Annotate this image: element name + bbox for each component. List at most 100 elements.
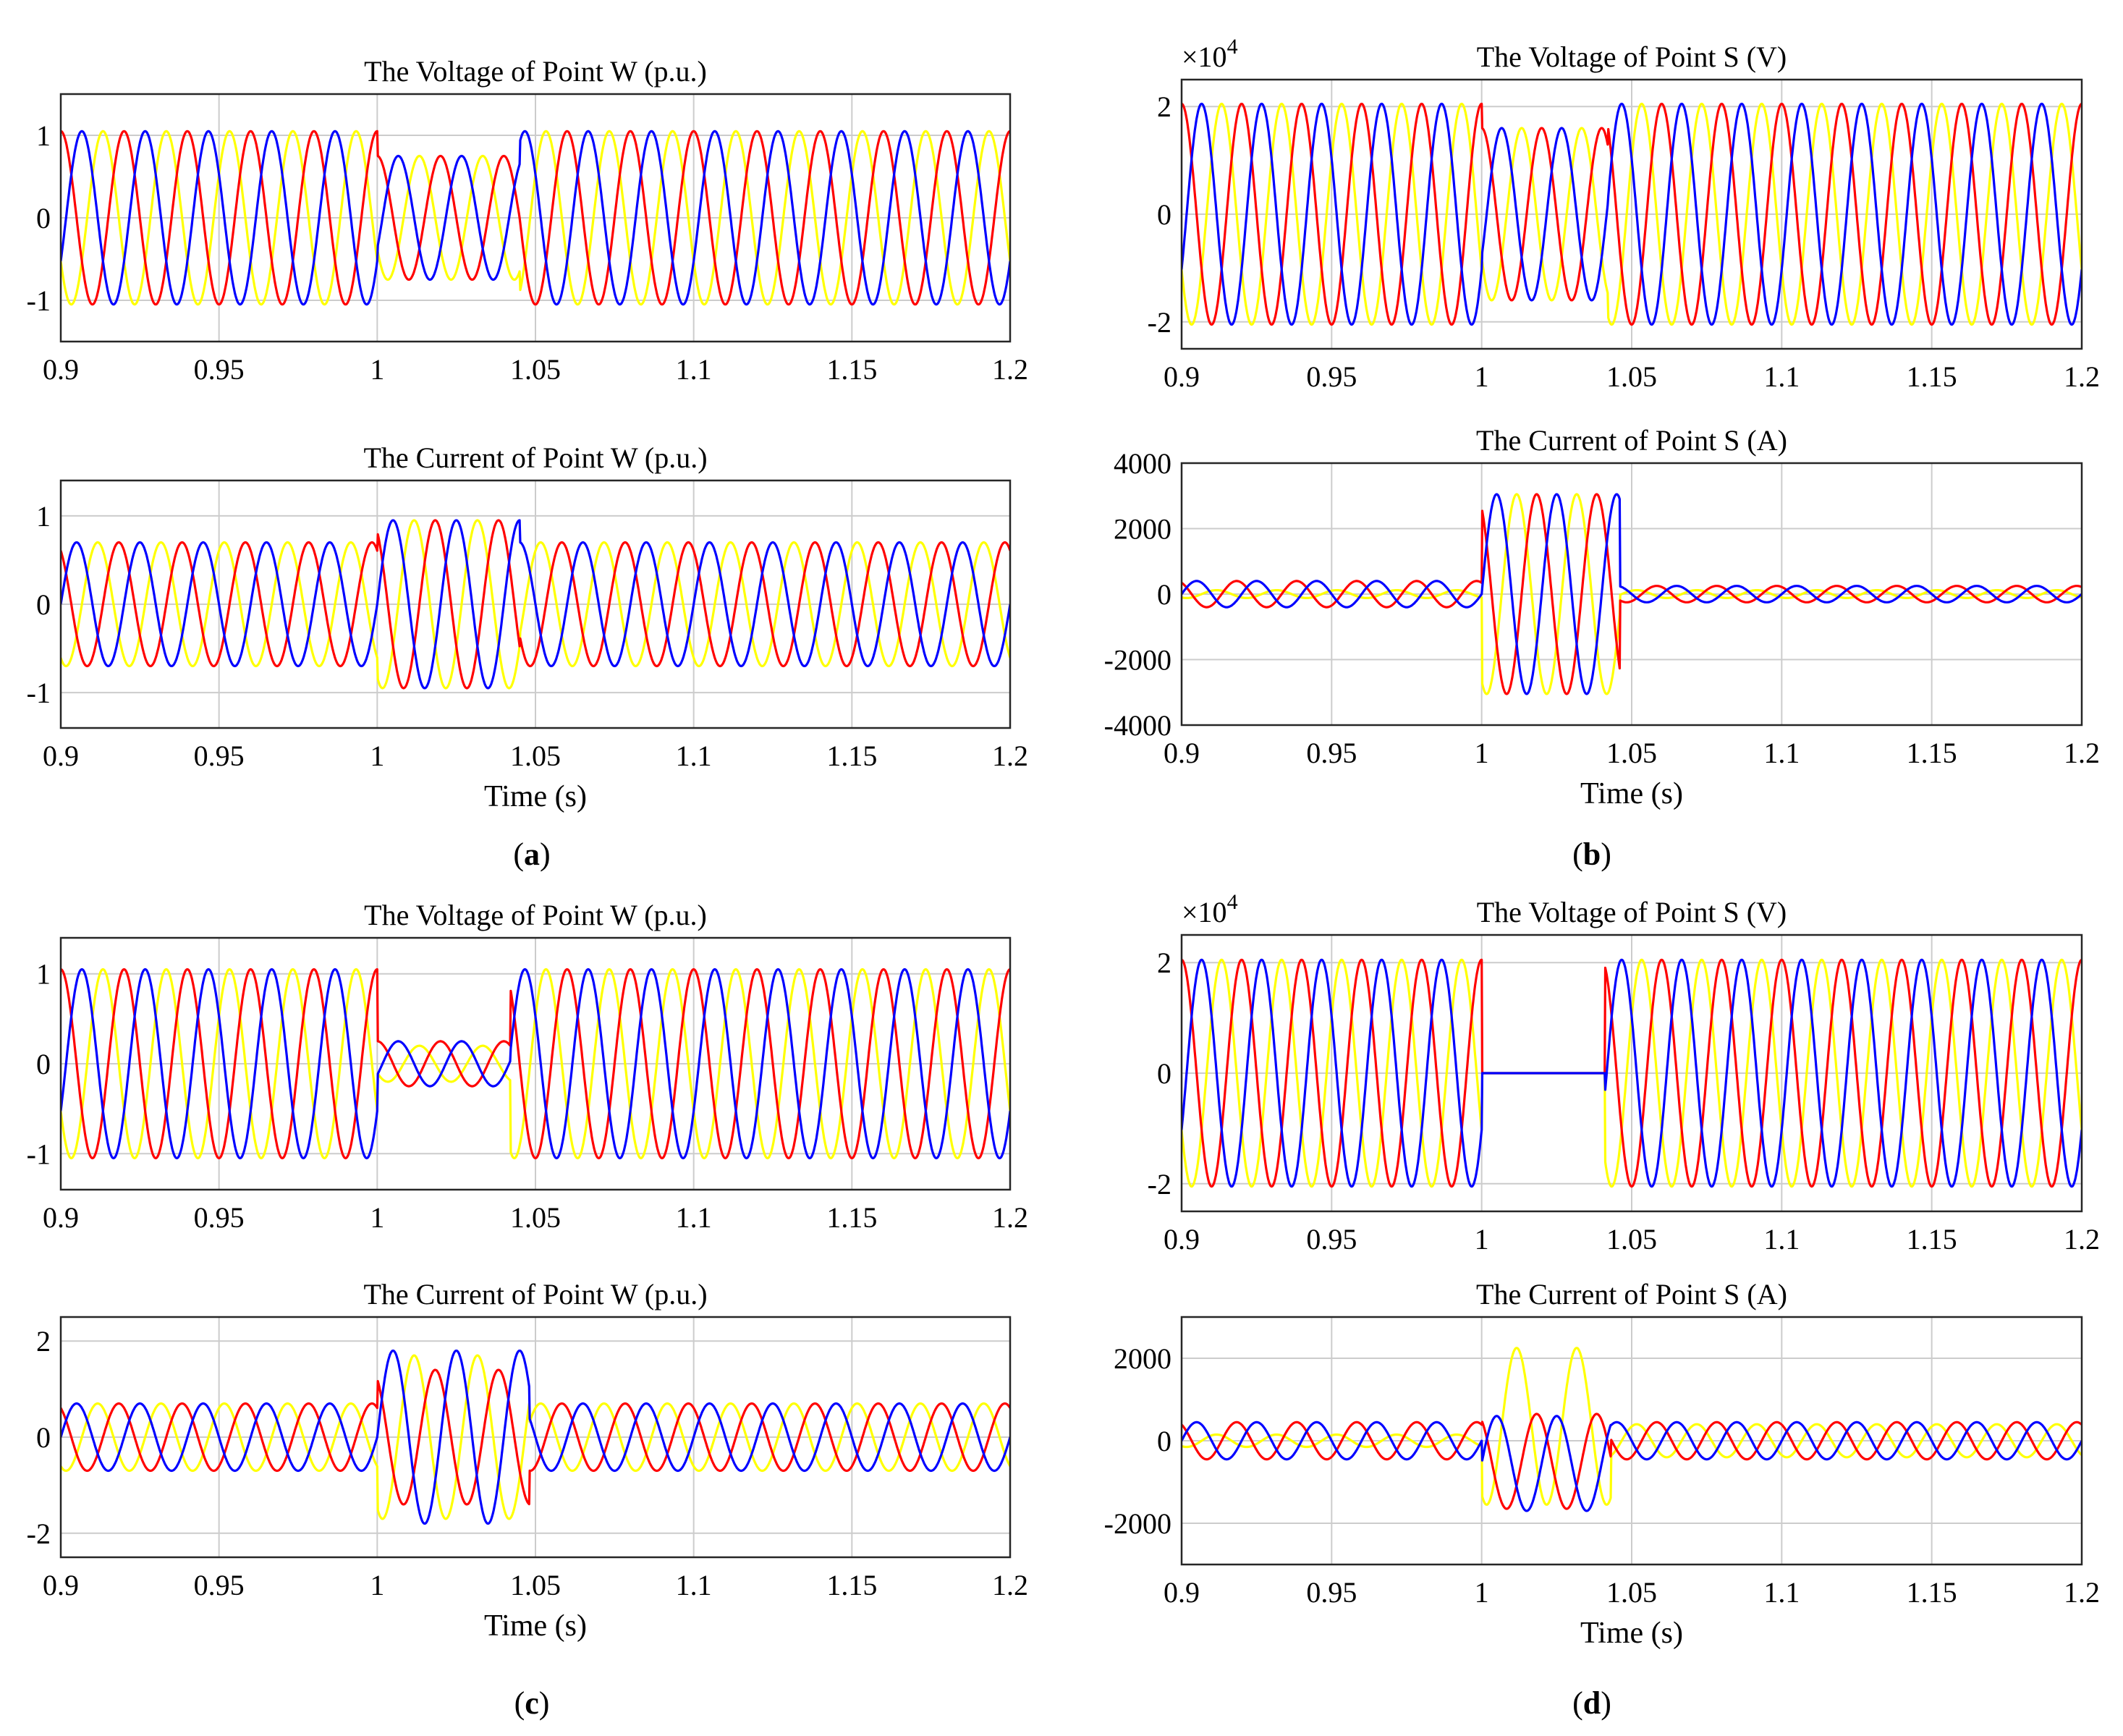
x-tick-label: 0.9 xyxy=(1164,737,1200,769)
series-phase-c xyxy=(61,1349,1010,1525)
series-phase-a xyxy=(1182,1347,2082,1506)
x-tick-label: 0.95 xyxy=(194,1201,245,1234)
x-tick-label: 1.1 xyxy=(676,353,712,386)
y-tick-label: 4000 xyxy=(1114,447,1171,480)
x-tick-label: 0.9 xyxy=(43,1569,79,1601)
series-phase-c xyxy=(61,130,1010,306)
chart-title: The Voltage of Point S (V) xyxy=(1477,41,1787,73)
chart-title: The Current of Point W (p.u.) xyxy=(363,1278,707,1311)
axes-frame xyxy=(1180,462,2083,727)
x-tick-label: 1.2 xyxy=(2064,1576,2100,1609)
x-tick-label: 0.9 xyxy=(1164,360,1200,393)
x-tick-label: 1.2 xyxy=(992,353,1028,386)
axis-multiplier: ×104 xyxy=(1182,890,1238,928)
x-axis-label: Time (s) xyxy=(484,1609,587,1643)
caption-c: (c) xyxy=(514,1685,550,1721)
series-phase-b xyxy=(1182,493,2082,695)
axes-frame xyxy=(59,936,1012,1191)
caption-a: (a) xyxy=(513,837,550,872)
y-tick-label: -1 xyxy=(27,677,51,709)
x-axis-label: Time (s) xyxy=(1580,777,1683,810)
chart-title: The Current of Point S (A) xyxy=(1476,1278,1787,1311)
chart-d-voltage: 0.9 0.95 1 1.05 1.1 1.15 1.2 -2 0 2 The Voltage of… xyxy=(1148,890,2100,1256)
series-phase-a xyxy=(1182,493,2082,695)
x-tick-label: 0.95 xyxy=(1306,737,1357,769)
x-tick-label: 1.05 xyxy=(510,740,561,772)
y-tick-label: 0 xyxy=(1157,1057,1171,1090)
x-axis-label: Time (s) xyxy=(1580,1617,1683,1650)
series-group xyxy=(1182,493,2082,695)
x-tick-label: 1.1 xyxy=(676,1201,712,1234)
plots-layer: 0.9 0.95 1 1.05 1.1 1.15 1.2 -1 0 1 The Voltage of… xyxy=(27,35,2100,1650)
x-tick-label: 1.15 xyxy=(1907,737,1957,769)
y-tick-label: -4000 xyxy=(1104,709,1171,742)
x-tick-label: 0.9 xyxy=(43,353,79,386)
x-tick-label: 1.05 xyxy=(510,353,561,386)
chart-c-voltage: 0.9 0.95 1 1.05 1.1 1.15 1.2 -1 0 1 The Voltage of… xyxy=(27,899,1028,1234)
y-tick-label: 1 xyxy=(36,500,51,533)
y-tick-label: 2000 xyxy=(1114,513,1171,546)
y-tick-label: 2000 xyxy=(1114,1342,1171,1375)
chart-title: The Current of Point W (p.u.) xyxy=(363,441,707,474)
x-tick-label: 0.95 xyxy=(194,1569,245,1601)
series-phase-a xyxy=(61,1354,1010,1520)
chart-a-voltage: 0.9 0.95 1 1.05 1.1 1.15 1.2 -1 0 1 The Voltage of… xyxy=(27,55,1028,386)
series-group xyxy=(1182,102,2082,326)
series-group xyxy=(61,519,1010,690)
y-tick-label: 0 xyxy=(36,1421,51,1454)
x-tick-label: 0.95 xyxy=(1306,1576,1357,1609)
y-tick-label: 2 xyxy=(1157,947,1171,979)
x-tick-label: 0.95 xyxy=(1306,1223,1357,1256)
series-phase-b xyxy=(61,1368,1010,1506)
chart-title: The Current of Point S (A) xyxy=(1476,424,1787,457)
y-tick-label: 1 xyxy=(36,119,51,152)
series-phase-c xyxy=(61,519,1010,690)
series-phase-b xyxy=(61,519,1010,690)
y-tick-label: 0 xyxy=(36,1048,51,1080)
x-tick-label: 1 xyxy=(1475,360,1489,393)
y-tick-label: 0 xyxy=(1157,198,1171,231)
x-tick-label: 1.1 xyxy=(1763,1576,1800,1609)
y-tick-label: 2 xyxy=(36,1325,51,1358)
x-tick-label: 1.05 xyxy=(1606,737,1657,769)
series-phase-b xyxy=(1182,958,2082,1188)
x-tick-label: 1.15 xyxy=(1907,1223,1957,1256)
x-tick-label: 0.9 xyxy=(1164,1223,1200,1256)
series-phase-c xyxy=(1182,102,2082,326)
y-tick-label: -2000 xyxy=(1104,644,1171,677)
x-tick-label: 1 xyxy=(1475,1223,1489,1256)
caption-b: (b) xyxy=(1572,837,1611,872)
chart-c-current: 0.9 0.95 1 1.05 1.1 1.15 1.2 -2 0 2 The Current of… xyxy=(27,1278,1028,1643)
x-tick-label: 1.15 xyxy=(826,353,877,386)
chart-d-current: 0.9 0.95 1 1.05 1.1 1.15 1.2 -2000 0 2000 The Curr… xyxy=(1104,1278,2100,1650)
x-tick-label: 1.15 xyxy=(826,1569,877,1601)
x-tick-label: 1.05 xyxy=(510,1201,561,1234)
y-tick-label: -2000 xyxy=(1104,1507,1171,1540)
x-tick-label: 1 xyxy=(370,1201,384,1234)
x-tick-label: 0.9 xyxy=(1164,1576,1200,1609)
series-phase-c xyxy=(1182,1415,2082,1512)
x-tick-label: 1.15 xyxy=(826,740,877,772)
axis-multiplier: ×104 xyxy=(1182,35,1238,73)
x-tick-label: 1.15 xyxy=(1907,1576,1957,1609)
y-tick-label: 0 xyxy=(1157,578,1171,611)
axes-frame xyxy=(1180,78,2083,350)
series-phase-c xyxy=(1182,493,2082,695)
x-tick-label: 1.05 xyxy=(1606,1223,1657,1256)
x-tick-label: 1.2 xyxy=(992,1201,1028,1234)
x-tick-label: 1 xyxy=(1475,737,1489,769)
chart-a-current: 0.9 0.95 1 1.05 1.1 1.15 1.2 -1 0 1 The Current of… xyxy=(27,441,1028,813)
series-phase-b xyxy=(1182,102,2082,326)
y-tick-label: -1 xyxy=(27,284,51,317)
y-tick-label: -2 xyxy=(1148,306,1171,339)
y-tick-label: 1 xyxy=(36,958,51,991)
x-tick-label: 1.2 xyxy=(2064,737,2100,769)
axes-frame xyxy=(59,93,1012,343)
x-tick-label: 1.1 xyxy=(676,1569,712,1601)
y-tick-label: -1 xyxy=(27,1138,51,1170)
y-tick-label: 0 xyxy=(1157,1425,1171,1457)
x-tick-label: 0.9 xyxy=(43,1201,79,1234)
x-tick-label: 1.1 xyxy=(676,740,712,772)
x-tick-label: 0.95 xyxy=(194,740,245,772)
